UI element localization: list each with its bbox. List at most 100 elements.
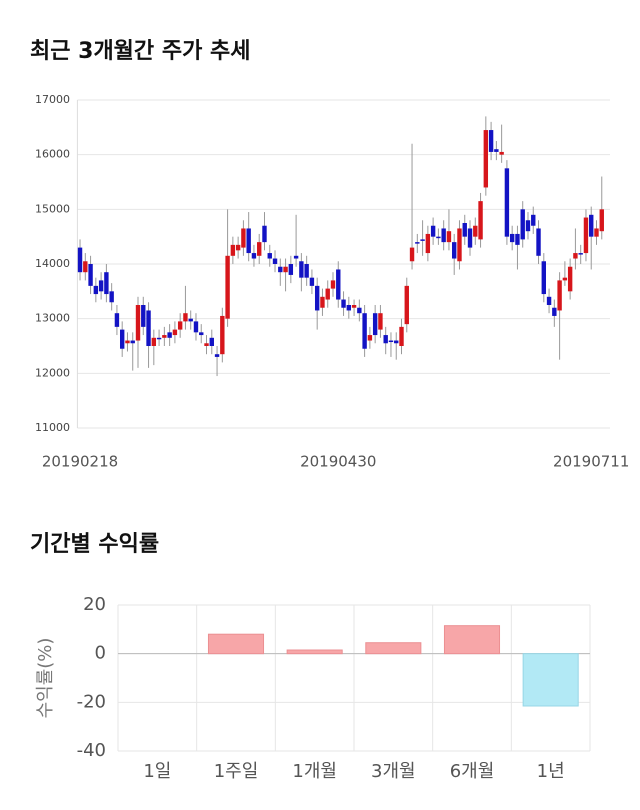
candle-body: [509, 233, 515, 243]
x-tick-label: 1개월: [292, 761, 337, 782]
candle-body: [599, 209, 604, 232]
candle-body: [404, 285, 409, 325]
candle-body: [415, 242, 420, 244]
candle-body: [409, 247, 415, 262]
candle-body: [430, 225, 436, 237]
y-tick-label: 16000: [35, 148, 70, 161]
y-tick-label: 12000: [35, 366, 70, 379]
y-tick-label: 17000: [35, 93, 70, 106]
x-tick-label: 1일: [143, 761, 171, 782]
candle-body: [420, 239, 425, 241]
candle-body: [346, 305, 352, 311]
candle-body: [141, 305, 146, 327]
candle-body: [162, 335, 167, 338]
candle-body: [114, 313, 120, 327]
candle-body: [251, 253, 257, 259]
y-tick-label: 11000: [35, 421, 70, 434]
candle-body: [257, 242, 262, 256]
candle-body: [104, 272, 109, 295]
y-axis-label: 수익률(%): [35, 638, 56, 719]
candle-body: [557, 280, 562, 311]
candle-body: [167, 332, 172, 338]
candle-body: [488, 130, 494, 152]
x-tick-label: 20190711: [553, 453, 629, 471]
candle-body: [520, 209, 525, 240]
y-tick-label: 15000: [35, 202, 70, 215]
candle-body: [525, 220, 531, 232]
x-tick-label: 6개월: [450, 761, 495, 782]
candle-body: [241, 228, 246, 248]
y-tick-label: 14000: [35, 257, 70, 270]
candle-body: [394, 340, 399, 344]
candle-body: [214, 354, 220, 357]
bar: [443, 625, 501, 655]
return-title: 기간별 수익률: [30, 532, 159, 557]
candle-body: [552, 307, 557, 316]
y-tick-label: 13000: [35, 312, 70, 325]
x-tick-label: 1년: [537, 761, 565, 782]
candle-body: [473, 225, 478, 237]
candle-body: [225, 255, 230, 319]
bar: [522, 653, 579, 707]
candle-body: [536, 228, 541, 256]
candle-body: [98, 280, 104, 292]
candle-body: [119, 329, 125, 349]
candle-body: [235, 244, 241, 251]
price-title: 최근 3개월간 주가 추세: [30, 39, 250, 64]
candle-body: [314, 285, 320, 311]
candle-body: [467, 228, 473, 248]
candle-body: [304, 264, 309, 278]
candle-body: [272, 258, 278, 264]
y-tick-label: 20: [83, 594, 106, 615]
candle-body: [183, 313, 188, 322]
candle-body: [330, 280, 336, 289]
candle-body: [452, 242, 457, 259]
candle-body: [83, 261, 88, 273]
bar: [365, 642, 422, 655]
candle-body: [188, 318, 193, 322]
bar: [207, 633, 265, 655]
candle-body: [130, 340, 135, 344]
candle-body: [220, 315, 225, 355]
candle-body: [341, 299, 346, 308]
candle-body: [325, 288, 330, 300]
candle-body: [446, 231, 452, 243]
x-tick-label: 1주일: [214, 761, 259, 782]
candle-body: [77, 247, 83, 273]
candle-body: [172, 329, 178, 336]
candle-body: [562, 277, 568, 281]
candle-body: [383, 335, 388, 344]
candle-body: [425, 233, 431, 254]
candle-body: [177, 321, 183, 330]
candle-body: [125, 340, 130, 344]
candle-body: [567, 266, 573, 292]
candle-body: [199, 332, 204, 336]
candle-body: [578, 253, 583, 255]
candle-body: [546, 296, 552, 305]
candle-body: [531, 214, 536, 226]
candle-body: [441, 228, 446, 243]
candle-body: [494, 149, 499, 152]
candle-body: [399, 326, 404, 346]
candle-body: [204, 343, 209, 346]
candle-body: [320, 296, 325, 308]
candle-body: [299, 261, 304, 278]
candle-body: [351, 305, 357, 308]
candle-body: [478, 201, 483, 240]
candle-body: [88, 264, 93, 286]
candle-body: [372, 313, 378, 336]
bar: [286, 649, 343, 655]
candle-body: [230, 244, 236, 256]
candle-body: [293, 255, 299, 259]
candle-body: [146, 310, 151, 346]
candle-body: [504, 168, 510, 237]
candle-body: [541, 261, 546, 295]
candle-body: [336, 269, 341, 300]
candle-body: [499, 151, 504, 155]
candle-body: [93, 285, 99, 295]
candle-body: [583, 217, 589, 254]
candle-body: [589, 214, 594, 237]
y-tick-label: -40: [77, 740, 106, 761]
candle-body: [362, 313, 367, 349]
